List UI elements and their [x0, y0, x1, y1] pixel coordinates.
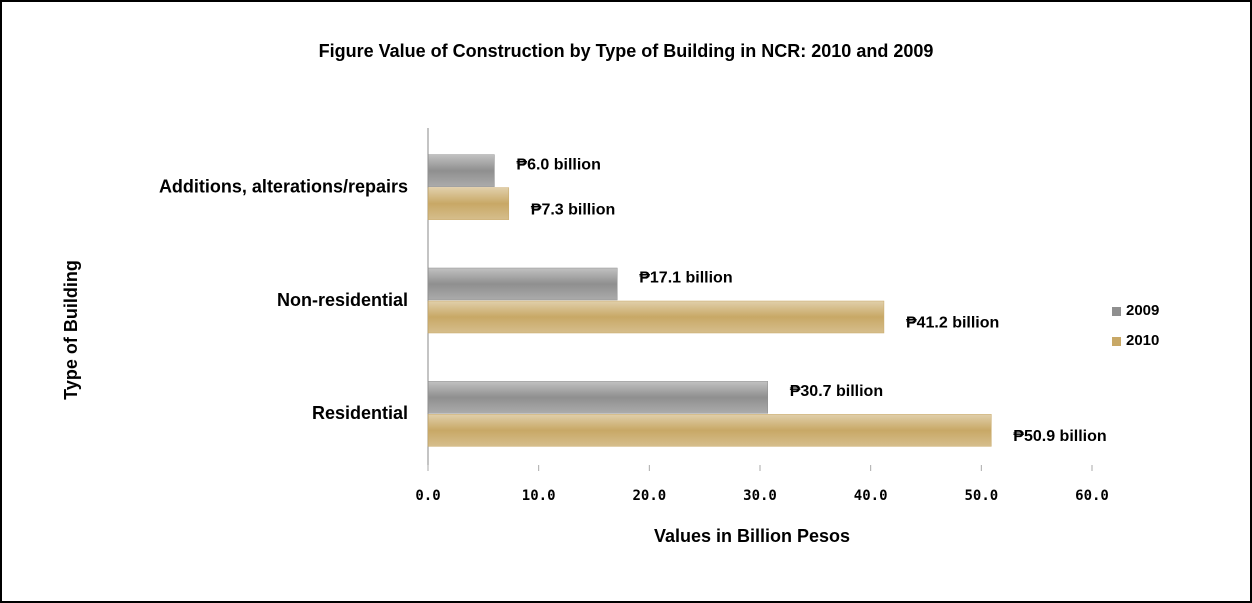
y-tick-label: Residential — [312, 403, 408, 423]
value-label: ₱41.2 billion — [906, 315, 999, 332]
legend-swatch — [1112, 337, 1121, 346]
x-tick-label: 40.0 — [854, 488, 888, 504]
legend-swatch — [1112, 307, 1121, 316]
value-label: ₱17.1 billion — [639, 270, 732, 287]
legend-label: 2009 — [1126, 302, 1159, 319]
value-label: ₱50.9 billion — [1013, 428, 1106, 445]
x-tick-label: 50.0 — [964, 488, 998, 504]
y-tick-label: Additions, alterations/repairs — [159, 176, 408, 196]
bar — [427, 381, 768, 414]
x-tick-label: 60.0 — [1075, 488, 1109, 504]
chart-title: Figure Value of Construction by Type of … — [319, 41, 934, 61]
y-tick-label: Non-residential — [277, 290, 408, 310]
bar — [427, 267, 618, 301]
bar — [427, 300, 885, 334]
x-axis-title: Values in Billion Pesos — [654, 526, 850, 546]
bar — [427, 414, 992, 447]
x-tick-label: 20.0 — [632, 488, 666, 504]
bar — [427, 154, 495, 187]
value-label: ₱6.0 billion — [516, 156, 600, 173]
y-axis-title: Type of Building — [61, 260, 81, 400]
bar — [427, 187, 510, 220]
x-tick-label: 0.0 — [415, 488, 440, 504]
x-tick-label: 30.0 — [743, 488, 777, 504]
value-label: ₱30.7 billion — [790, 383, 883, 400]
value-label: ₱7.3 billion — [531, 201, 615, 218]
x-tick-label: 10.0 — [522, 488, 556, 504]
legend-label: 2010 — [1126, 332, 1159, 349]
